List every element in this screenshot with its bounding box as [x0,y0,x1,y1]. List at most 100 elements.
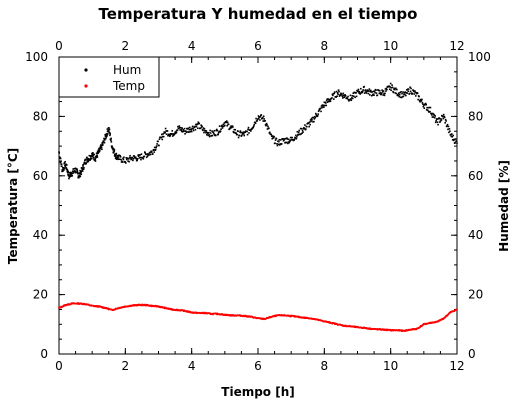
data-point [353,325,355,328]
data-point [207,132,210,134]
data-point [89,155,92,157]
data-point [406,88,409,91]
data-point [249,129,252,131]
data-point [99,147,102,150]
data-point [157,140,159,143]
data-point [303,126,305,129]
data-point [287,138,290,141]
data-point [417,98,419,101]
data-point [289,314,292,317]
data-point [65,167,68,169]
data-point [226,121,229,124]
data-point [234,128,237,131]
data-point [320,110,322,113]
data-point [336,92,339,94]
data-point [101,306,103,308]
data-point [284,142,286,144]
data-point [328,98,330,101]
data-point [165,130,167,132]
data-point [401,329,404,332]
data-point [142,157,145,160]
data-point [428,111,430,113]
data-point [365,91,367,93]
data-point [187,127,190,130]
data-point [362,89,364,91]
data-point [313,118,316,120]
data-point [347,95,349,98]
y-axis-label-left: Temperatura [°C] [6,148,20,264]
data-point [384,88,387,90]
data-point [301,132,303,135]
data-point [111,145,113,147]
data-point [309,123,311,126]
data-point [93,156,95,159]
data-point [225,121,228,124]
data-point [90,155,93,158]
data-point [112,151,115,154]
data-point [150,304,153,307]
data-point [76,169,79,172]
data-point [179,129,182,131]
data-point [101,148,103,151]
data-point [183,127,186,130]
data-point [328,100,331,103]
data-point [370,94,373,97]
data-point [63,305,66,307]
data-point [203,128,206,130]
data-point [450,133,452,136]
data-point [289,136,292,139]
data-point [76,171,79,174]
data-point [397,92,400,95]
data-point [308,125,310,128]
data-point [73,167,76,170]
data-point [451,138,454,141]
data-point [361,91,364,94]
data-point [236,133,238,136]
data-point [114,154,117,157]
data-point [448,128,451,130]
data-point [444,121,446,124]
data-point [169,135,171,138]
data-point [262,115,265,118]
data-point [278,138,281,141]
data-point [280,143,283,145]
data-point [392,91,395,94]
data-point [110,137,112,140]
data-point [264,123,267,126]
data-point [439,120,442,122]
data-point [452,134,455,137]
data-point [349,94,352,97]
data-point [433,116,436,119]
data-point [137,154,139,157]
data-point [239,131,241,133]
data-point [81,168,84,171]
data-point [299,127,302,130]
data-point [247,128,249,131]
data-point [356,89,358,92]
data-point [81,167,83,169]
data-point [436,118,438,120]
data-point [256,120,258,122]
data-point [266,128,269,130]
data-point [358,92,360,94]
data-point [202,129,204,132]
data-point [353,91,356,94]
data-point [210,135,213,137]
data-point [59,157,62,160]
data-point [67,175,70,177]
data-point [341,95,344,98]
data-point [201,125,203,128]
data-point [67,170,70,173]
data-point [180,128,183,131]
data-point [279,139,282,141]
data-point [398,95,400,98]
data-point [223,125,225,128]
data-point [170,308,173,310]
data-point [189,130,192,133]
data-point [78,302,80,304]
data-point [394,92,397,94]
y-tick-label-left: 40 [33,228,48,242]
data-point [218,125,221,127]
x-tick-label-bottom: 0 [55,359,63,373]
data-point [363,85,365,88]
